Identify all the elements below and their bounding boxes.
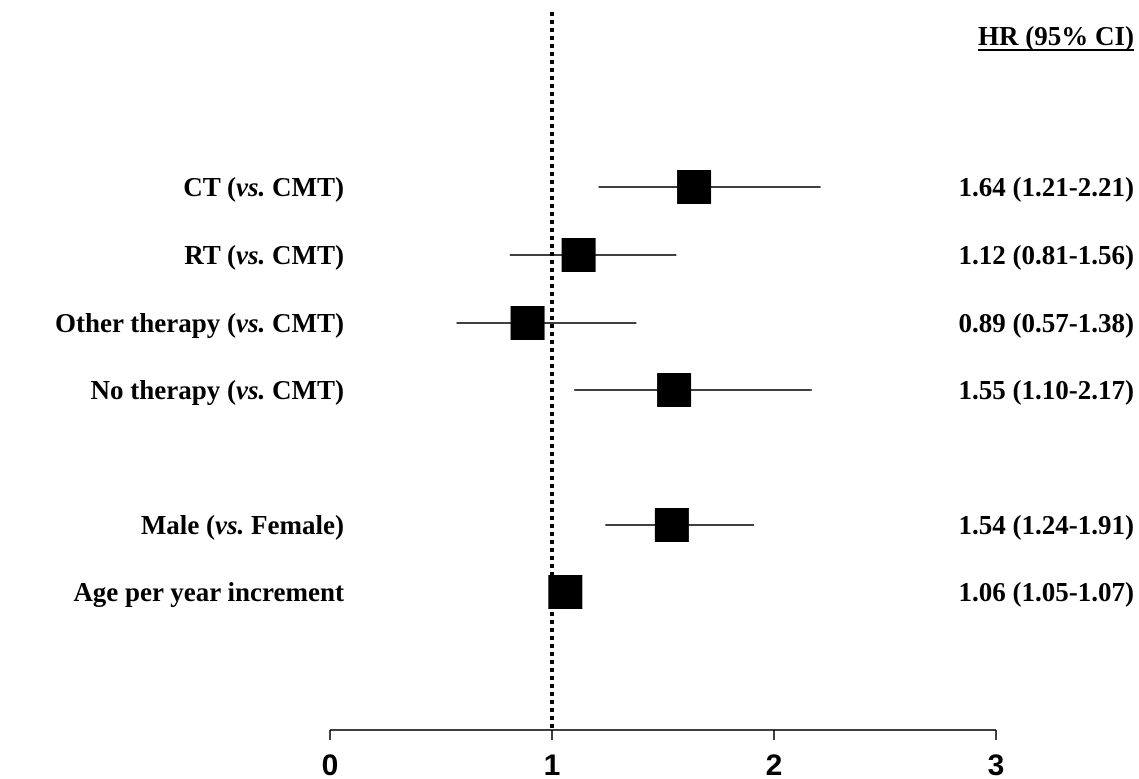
row-label: Other therapy (vs. CMT) bbox=[55, 308, 344, 338]
row-label: No therapy (vs. CMT) bbox=[91, 375, 344, 405]
row-label: RT (vs. CMT) bbox=[184, 240, 344, 270]
hr-value: 0.89 (0.57-1.38) bbox=[959, 308, 1134, 338]
hr-marker bbox=[654, 508, 689, 542]
hr-value: 1.12 (0.81-1.56) bbox=[959, 240, 1134, 270]
hr-header: HR (95% CI) bbox=[978, 21, 1134, 51]
hr-marker bbox=[548, 575, 583, 609]
hr-values: 1.64 (1.21-2.21) 1.12 (0.81-1.56) 0.89 (0.… bbox=[959, 172, 1134, 607]
x-axis: 0 1 2 3 bbox=[322, 729, 1005, 779]
hr-value: 1.54 (1.24-1.91) bbox=[959, 510, 1134, 540]
hr-header-text: HR (95% CI) bbox=[978, 21, 1134, 51]
ci-lines bbox=[456, 186, 821, 526]
hr-marker bbox=[561, 238, 596, 272]
row-label: Age per year increment bbox=[73, 577, 344, 607]
row-label: Male (vs. Female) bbox=[141, 510, 344, 540]
x-tick-label: 0 bbox=[322, 749, 339, 779]
hr-value: 1.64 (1.21-2.21) bbox=[959, 172, 1134, 202]
hr-value: 1.06 (1.05-1.07) bbox=[959, 577, 1134, 607]
row-labels: CT (vs. CMT) RT (vs. CMT) Other therapy (v… bbox=[55, 172, 344, 607]
hr-marker bbox=[657, 373, 692, 407]
x-tick-label: 3 bbox=[988, 749, 1005, 779]
hr-markers bbox=[510, 170, 712, 609]
x-tick-label: 1 bbox=[544, 749, 561, 779]
hr-marker bbox=[677, 170, 712, 204]
hr-value: 1.55 (1.10-2.17) bbox=[959, 375, 1134, 405]
x-tick-label: 2 bbox=[766, 749, 783, 779]
hr-marker bbox=[510, 306, 545, 340]
row-label: CT (vs. CMT) bbox=[183, 172, 344, 202]
